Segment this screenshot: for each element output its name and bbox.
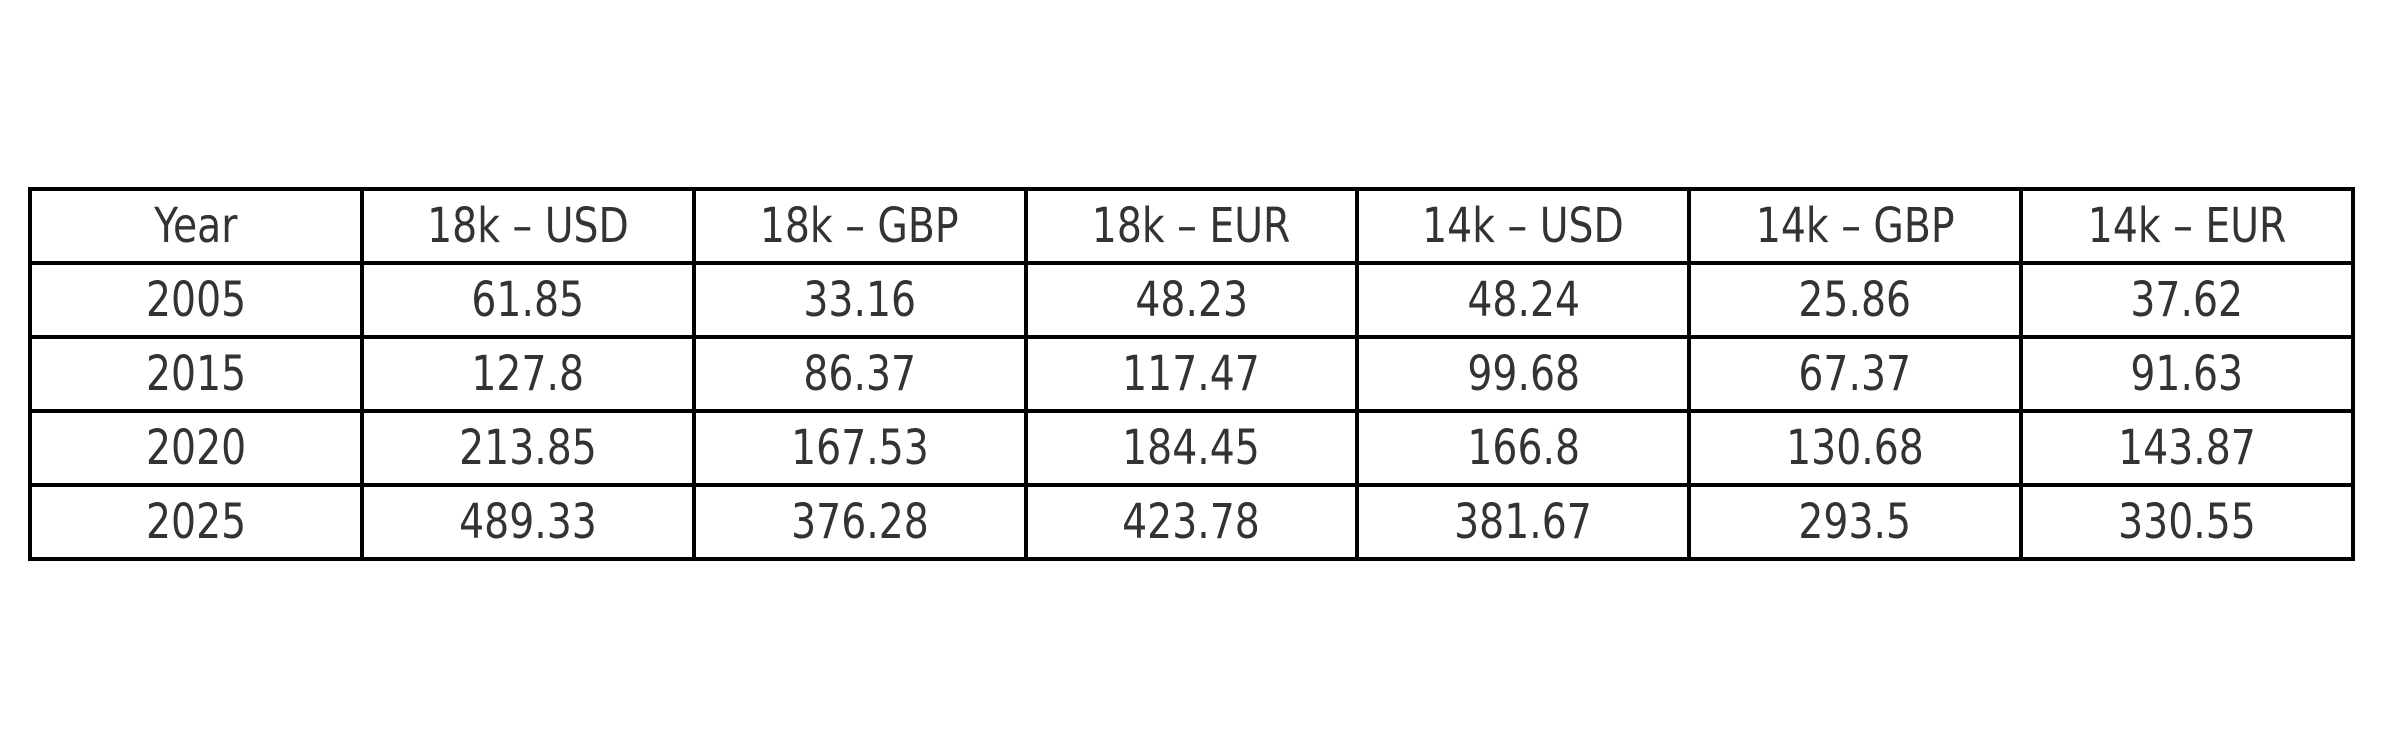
cell-value: 2015 — [145, 346, 247, 402]
cell-value: 330.55 — [2118, 494, 2256, 550]
cell-18k-gbp: 86.37 — [691, 335, 1028, 413]
cell-14k-usd: 166.8 — [1355, 409, 1692, 487]
cell-value: 25.86 — [1798, 272, 1912, 328]
table-row-2025: 2025 489.33 376.28 423.78 381.67 293.5 3… — [28, 483, 2355, 561]
gold-price-table: Year 18k – USD 18k – GBP 18k – EUR 14k –… — [28, 187, 2355, 561]
cell-18k-usd: 489.33 — [359, 483, 696, 561]
cell-18k-usd: 127.8 — [359, 335, 696, 413]
cell-value: 166.8 — [1466, 420, 1580, 476]
cell-value: 48.24 — [1466, 272, 1580, 328]
cell-value: 381.67 — [1454, 494, 1593, 550]
cell-value: 2025 — [145, 494, 247, 550]
cell-value: 423.78 — [1122, 494, 1261, 550]
cell-value: 489.33 — [458, 494, 597, 550]
col-header-18k-gbp-label: 18k – GBP — [760, 198, 960, 254]
cell-year: 2025 — [28, 483, 364, 561]
table-header-row: Year 18k – USD 18k – GBP 18k – EUR 14k –… — [28, 187, 2355, 265]
table-row-2015: 2015 127.8 86.37 117.47 99.68 67.37 91.6… — [28, 335, 2355, 413]
col-header-14k-gbp: 14k – GBP — [1687, 187, 2024, 265]
cell-value: 61.85 — [471, 272, 585, 328]
cell-year: 2020 — [28, 409, 364, 487]
cell-14k-gbp: 25.86 — [1687, 261, 2024, 339]
cell-18k-eur: 423.78 — [1023, 483, 1360, 561]
cell-value: 184.45 — [1122, 420, 1261, 476]
col-header-year-label: Year — [154, 198, 238, 254]
cell-14k-usd: 381.67 — [1355, 483, 1692, 561]
cell-value: 117.47 — [1122, 346, 1261, 402]
cell-value: 130.68 — [1786, 420, 1924, 476]
col-header-year: Year — [28, 187, 364, 265]
table-row-2020: 2020 213.85 167.53 184.45 166.8 130.68 1… — [28, 409, 2355, 487]
col-header-18k-gbp: 18k – GBP — [691, 187, 1028, 265]
cell-14k-eur: 330.55 — [2019, 483, 2355, 561]
cell-value: 33.16 — [803, 272, 916, 328]
cell-14k-gbp: 130.68 — [1687, 409, 2024, 487]
col-header-14k-usd: 14k – USD — [1355, 187, 1692, 265]
col-header-18k-usd: 18k – USD — [359, 187, 696, 265]
cell-value: 99.68 — [1466, 346, 1580, 402]
cell-value: 86.37 — [803, 346, 916, 402]
col-header-18k-eur: 18k – EUR — [1023, 187, 1360, 265]
cell-18k-gbp: 376.28 — [691, 483, 1028, 561]
cell-value: 376.28 — [790, 494, 929, 550]
cell-14k-usd: 48.24 — [1355, 261, 1692, 339]
cell-value: 2005 — [145, 272, 247, 328]
cell-14k-usd: 99.68 — [1355, 335, 1692, 413]
cell-18k-gbp: 167.53 — [691, 409, 1028, 487]
cell-value: 293.5 — [1798, 494, 1912, 550]
cell-year: 2005 — [28, 261, 364, 339]
cell-value: 48.23 — [1135, 272, 1248, 328]
cell-18k-eur: 48.23 — [1023, 261, 1360, 339]
cell-value: 2020 — [145, 420, 247, 476]
table-row-2005: 2005 61.85 33.16 48.23 48.24 25.86 37.62 — [28, 261, 2355, 339]
cell-value: 167.53 — [790, 420, 929, 476]
cell-value: 37.62 — [2130, 272, 2244, 328]
col-header-14k-usd-label: 14k – USD — [1422, 198, 1625, 254]
cell-18k-usd: 213.85 — [359, 409, 696, 487]
cell-18k-eur: 117.47 — [1023, 335, 1360, 413]
cell-18k-eur: 184.45 — [1023, 409, 1360, 487]
cell-14k-eur: 143.87 — [2019, 409, 2355, 487]
cell-value: 127.8 — [471, 346, 585, 402]
cell-value: 91.63 — [2130, 346, 2244, 402]
col-header-14k-eur-label: 14k – EUR — [2087, 198, 2287, 254]
col-header-18k-usd-label: 18k – USD — [426, 198, 629, 254]
cell-year: 2015 — [28, 335, 364, 413]
cell-18k-usd: 61.85 — [359, 261, 696, 339]
col-header-18k-eur-label: 18k – EUR — [1092, 198, 1291, 254]
cell-14k-eur: 37.62 — [2019, 261, 2355, 339]
col-header-14k-eur: 14k – EUR — [2019, 187, 2355, 265]
cell-14k-gbp: 293.5 — [1687, 483, 2024, 561]
col-header-14k-gbp-label: 14k – GBP — [1755, 198, 1955, 254]
cell-value: 213.85 — [458, 420, 597, 476]
cell-value: 67.37 — [1798, 346, 1912, 402]
cell-14k-eur: 91.63 — [2019, 335, 2355, 413]
cell-18k-gbp: 33.16 — [691, 261, 1028, 339]
cell-14k-gbp: 67.37 — [1687, 335, 2024, 413]
cell-value: 143.87 — [2118, 420, 2256, 476]
